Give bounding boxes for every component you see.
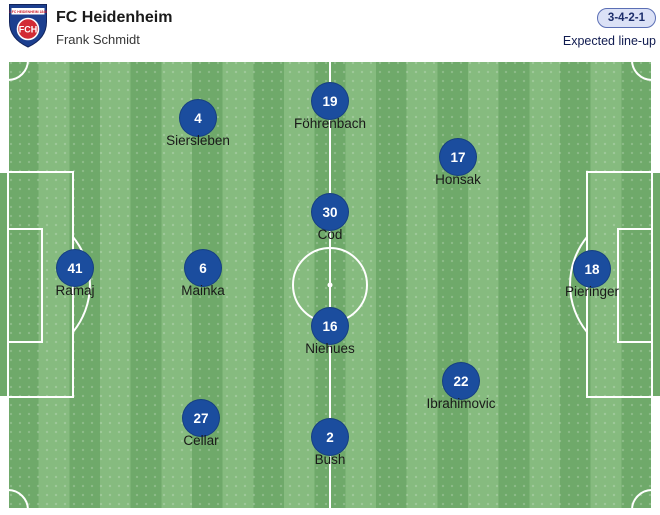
player-marker-pieringer[interactable]: 18 Pieringer	[565, 250, 619, 299]
player-marker-ibrahimovic[interactable]: 22 Ibrahimovic	[426, 362, 496, 411]
player-number: 2	[311, 418, 349, 456]
player-number: 41	[56, 249, 94, 287]
player-name: Bush	[314, 452, 346, 467]
formation-badge[interactable]: 3-4-2-1	[596, 8, 656, 28]
player-name: Ibrahimovic	[426, 396, 496, 411]
player-name: Mainka	[181, 283, 225, 298]
header: 1.FC HEIDENHEIM 1846 FCH FC Heidenheim F…	[0, 0, 660, 60]
player-marker-niehues[interactable]: 16 Niehues	[305, 307, 355, 356]
player-number: 19	[311, 82, 349, 120]
player-number: 17	[439, 138, 477, 176]
team-name: FC Heidenheim	[56, 9, 173, 26]
player-name: Cellar	[183, 433, 219, 448]
player-number: 30	[311, 193, 349, 231]
team-logo[interactable]: 1.FC HEIDENHEIM 1846 FCH	[8, 3, 48, 48]
svg-text:FCH: FCH	[19, 25, 38, 35]
player-marker-ramaj[interactable]: 41 Ramaj	[55, 249, 95, 298]
player-marker-bush[interactable]: 2 Bush	[311, 418, 349, 467]
player-marker-siersleben[interactable]: 4 Siersleben	[166, 99, 230, 148]
player-number: 6	[184, 249, 222, 287]
player-number: 22	[442, 362, 480, 400]
player-marker-cellar[interactable]: 27 Cellar	[182, 399, 220, 448]
player-name: Honsak	[435, 172, 481, 187]
player-marker-f-hrenbach[interactable]: 19 Föhrenbach	[294, 82, 366, 131]
pitch: 41 Ramaj 4 Siersleben 6 Mainka 27 Cellar 19 Föhre…	[0, 60, 660, 515]
player-marker-honsak[interactable]: 17 Honsak	[435, 138, 481, 187]
svg-text:1.FC HEIDENHEIM 1846: 1.FC HEIDENHEIM 1846	[9, 10, 47, 14]
player-marker-cod[interactable]: 30 Cod	[311, 193, 349, 242]
player-name: Cod	[317, 227, 343, 242]
player-number: 4	[179, 99, 217, 137]
header-right: 3-4-2-1 Expected line-up	[563, 8, 656, 48]
pitch-players: 41 Ramaj 4 Siersleben 6 Mainka 27 Cellar 19 Föhre…	[0, 60, 660, 515]
player-number: 27	[182, 399, 220, 437]
header-titles: FC Heidenheim Frank Schmidt	[56, 8, 172, 49]
player-name: Niehues	[305, 341, 355, 356]
club-crest-icon: 1.FC HEIDENHEIM 1846 FCH	[9, 4, 47, 48]
player-name: Siersleben	[166, 133, 230, 148]
expected-lineup-label: Expected line-up	[562, 34, 656, 48]
player-name: Pieringer	[564, 284, 620, 299]
player-number: 16	[311, 307, 349, 345]
coach-name: Frank Schmidt	[56, 32, 140, 47]
player-name: Föhrenbach	[293, 116, 367, 131]
player-number: 18	[573, 250, 611, 288]
player-marker-mainka[interactable]: 6 Mainka	[181, 249, 225, 298]
player-name: Ramaj	[55, 283, 95, 298]
